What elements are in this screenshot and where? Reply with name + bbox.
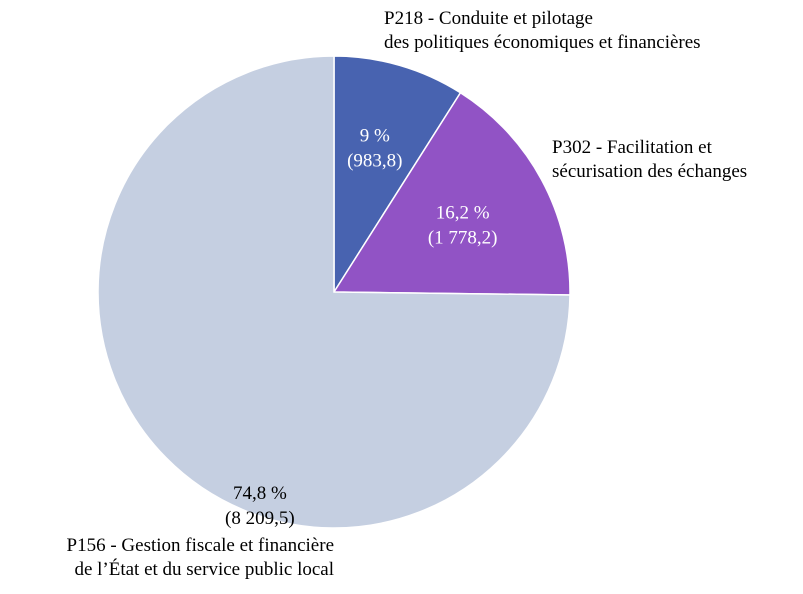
slice-value-label-0: (983,8) xyxy=(347,150,402,171)
pie-slice-0 xyxy=(333,55,462,295)
category-label-p302-line2: sécurisation des échanges xyxy=(552,161,748,182)
slice-percent-label-2: 74,8 % xyxy=(233,483,287,504)
category-label-p156: P156 - Gestion fiscale et financière de … xyxy=(14,534,334,582)
category-label-p218-line2: des politiques économiques et financière… xyxy=(384,32,701,53)
category-label-p302-line1: P302 - Facilitation et xyxy=(552,137,712,158)
category-label-p218: P218 - Conduite et pilotage des politiqu… xyxy=(384,7,701,55)
pie-slice-2 xyxy=(97,55,571,529)
pie-slice-1 xyxy=(332,91,571,296)
slice-percent-label-0: 9 % xyxy=(360,125,390,146)
slice-percent-label-1: 16,2 % xyxy=(436,202,490,223)
category-label-p156-line2: de l’État et du service public local xyxy=(74,559,334,580)
category-label-p302: P302 - Facilitation et sécurisation des … xyxy=(552,136,747,184)
slice-value-label-1: (1 778,2) xyxy=(428,227,498,248)
category-label-p156-line1: P156 - Gestion fiscale et financière xyxy=(66,535,334,556)
category-label-p218-line1: P218 - Conduite et pilotage xyxy=(384,8,593,29)
slice-value-label-2: (8 209,5) xyxy=(225,508,295,529)
